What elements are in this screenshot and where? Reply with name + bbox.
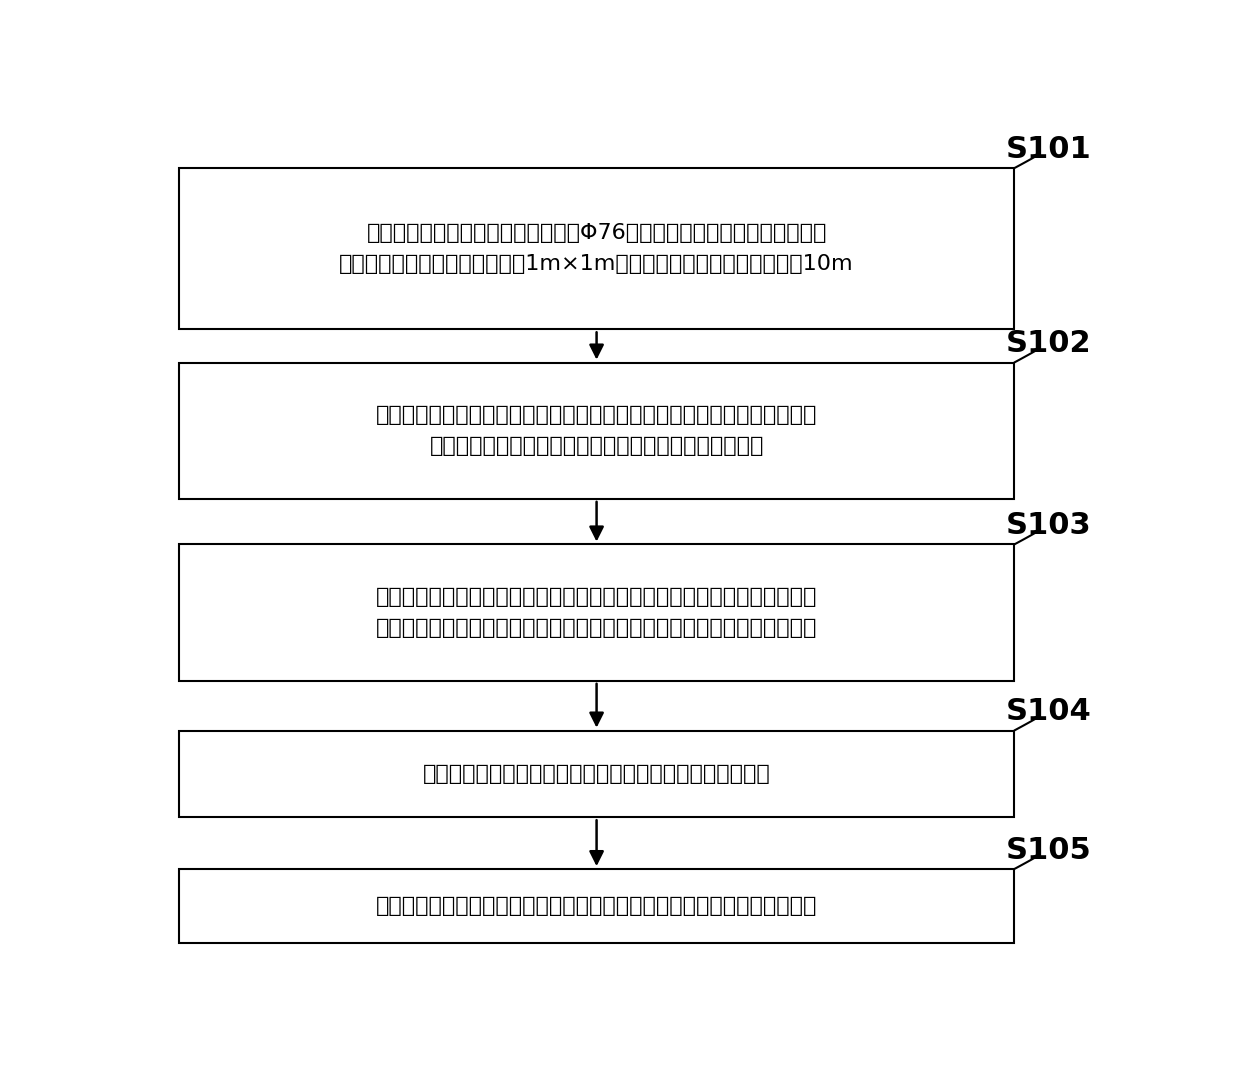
Text: S103: S103 <box>1006 511 1092 540</box>
Bar <box>178 545 1015 681</box>
Text: 托梁施工：基坑开挖；基础处理；钢筋、模板施工；砼浇筑: 托梁施工：基坑开挖；基础处理；钢筋、模板施工；砼浇筑 <box>422 764 771 784</box>
Bar <box>178 363 1015 499</box>
Text: 洞身衬砌：衬砌钢筋施工；二次衬砌；防排水施工、衬砌钢筋施工、砼施工: 洞身衬砌：衬砌钢筋施工；二次衬砌；防排水施工、衬砌钢筋施工、砼施工 <box>375 896 818 916</box>
Text: 隧底注浆加固：隧底粉质黏土段采用Φ76钢花管钢管群桩注浆加固处理；隧
底岩溶填充物固结，钢花管间距1m×1m，梅花形布置，长度至隧底以下10m: 隧底注浆加固：隧底粉质黏土段采用Φ76钢花管钢管群桩注浆加固处理；隧 底岩溶填充… <box>339 223 854 274</box>
Bar <box>178 730 1015 817</box>
Bar <box>178 169 1015 330</box>
Text: 洞身初期支护加固：在施工之前，对溶洞段落的初支进行排查；对溶腔段隧
道已施工段落初期支护进行纵横向加固，必要时加设斜撑: 洞身初期支护加固：在施工之前，对溶洞段落的初支进行排查；对溶腔段隧 道已施工段落… <box>375 405 818 456</box>
Bar <box>178 869 1015 943</box>
Text: S101: S101 <box>1005 135 1092 164</box>
Text: 桩基施工：施工准备；护筒的埋设和跟进；钻机的安装；泥浆制备；冲击钻
成孔施工；终孔检测；清孔；钢筋笼制作安装；水下砼灌注；量检验与试验: 桩基施工：施工准备；护筒的埋设和跟进；钻机的安装；泥浆制备；冲击钻 成孔施工；终… <box>375 587 818 638</box>
Text: S104: S104 <box>1005 697 1092 726</box>
Text: S105: S105 <box>1005 836 1092 865</box>
Text: S102: S102 <box>1006 330 1092 359</box>
